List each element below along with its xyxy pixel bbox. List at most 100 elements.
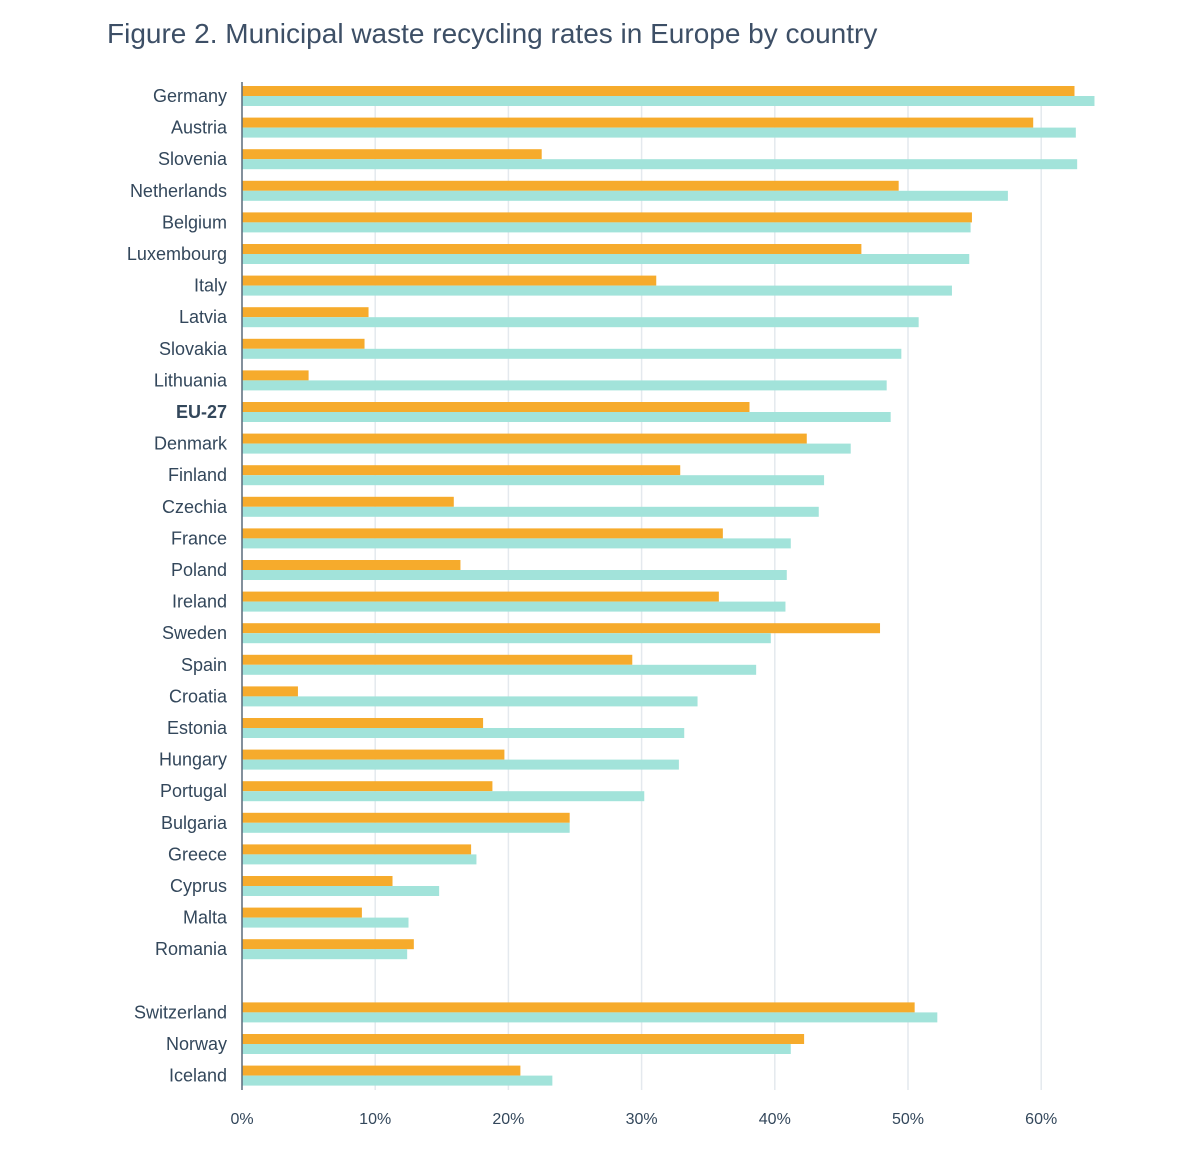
bar-poland-series-1 [242, 560, 461, 570]
category-label-romania: Romania [155, 939, 228, 959]
x-tick-label-4: 40% [759, 1111, 791, 1128]
category-labels: Germany Austria Slovenia Netherlands Belgium… [127, 86, 228, 1086]
bar-cyprus-series-2 [242, 886, 440, 896]
bar-finland-series-2 [242, 475, 825, 486]
x-tick-label-5: 50% [892, 1111, 924, 1128]
category-label-sweden: Sweden [162, 623, 227, 643]
bar-bulgaria-series-2 [242, 822, 570, 833]
bar-romania-series-2 [242, 949, 408, 960]
category-label-iceland: Iceland [169, 1066, 227, 1086]
bar-slovenia-series-2 [242, 159, 1078, 170]
category-label-bulgaria: Bulgaria [161, 813, 228, 833]
bar-ireland-series-2 [242, 601, 786, 612]
bar-estonia-series-1 [242, 718, 484, 728]
bar-eu-27-series-1 [242, 402, 750, 412]
category-label-germany: Germany [153, 86, 227, 106]
category-label-croatia: Croatia [169, 686, 228, 706]
bar-portugal-series-1 [242, 781, 493, 792]
x-tick-label-0: 0% [230, 1111, 253, 1128]
category-label-poland: Poland [171, 560, 227, 580]
bar-italy-series-2 [242, 285, 952, 296]
x-tick-label-6: 60% [1025, 1111, 1057, 1128]
x-tick-label-3: 30% [626, 1111, 658, 1128]
bar-finland-series-1 [242, 465, 681, 476]
category-label-estonia: Estonia [167, 718, 228, 738]
bar-latvia-series-1 [242, 307, 369, 318]
category-label-netherlands: Netherlands [130, 181, 227, 201]
category-label-norway: Norway [166, 1034, 227, 1054]
x-tick-labels: 0% 10% 20% 30% 40% 50% 60% [230, 1111, 1057, 1128]
bar-slovenia-series-1 [242, 149, 542, 160]
bar-spain-series-1 [242, 654, 633, 665]
category-label-slovakia: Slovakia [159, 339, 228, 359]
category-label-hungary: Hungary [159, 750, 227, 770]
category-label-greece: Greece [168, 844, 227, 864]
bar-switzerland-series-1 [242, 1002, 915, 1013]
bar-iceland-series-1 [242, 1065, 521, 1076]
bar-cyprus-series-1 [242, 876, 393, 886]
bar-netherlands-series-1 [242, 180, 899, 191]
bar-hungary-series-2 [242, 759, 679, 770]
bar-sweden-series-2 [242, 633, 771, 644]
category-label-italy: Italy [194, 276, 227, 296]
bar-bulgaria-series-1 [242, 812, 570, 823]
category-label-denmark: Denmark [154, 434, 228, 454]
bar-denmark-series-2 [242, 443, 851, 454]
bar-hungary-series-1 [242, 749, 505, 760]
bar-malta-series-1 [242, 907, 362, 918]
x-tick-label-1: 10% [359, 1111, 391, 1128]
bar-iceland-series-2 [242, 1075, 553, 1086]
bar-greece-series-2 [242, 854, 477, 865]
bar-austria-series-2 [242, 127, 1076, 138]
category-label-cyprus: Cyprus [170, 876, 227, 896]
bar-greece-series-1 [242, 844, 472, 855]
gridlines [374, 86, 1042, 1090]
bar-germany-series-2 [242, 96, 1095, 106]
bars [242, 86, 1095, 1086]
bar-germany-series-1 [242, 86, 1075, 96]
category-label-portugal: Portugal [160, 781, 227, 801]
bar-ireland-series-1 [242, 591, 719, 602]
bar-slovakia-series-1 [242, 338, 365, 349]
bar-norway-series-1 [242, 1034, 805, 1044]
bar-czechia-series-2 [242, 506, 819, 517]
bar-czechia-series-1 [242, 496, 454, 507]
bar-latvia-series-2 [242, 317, 919, 328]
category-label-eu-27: EU-27 [176, 402, 227, 422]
bar-lithuania-series-2 [242, 380, 887, 391]
bar-slovakia-series-2 [242, 348, 902, 359]
bar-netherlands-series-2 [242, 190, 1008, 201]
bar-norway-series-2 [242, 1044, 791, 1054]
category-label-czechia: Czechia [162, 497, 228, 517]
x-tick-label-2: 20% [492, 1111, 524, 1128]
bar-belgium-series-2 [242, 222, 971, 233]
bar-switzerland-series-2 [242, 1012, 938, 1023]
bar-sweden-series-1 [242, 623, 881, 634]
category-label-latvia: Latvia [179, 307, 228, 327]
bar-croatia-series-2 [242, 696, 698, 707]
bar-france-series-1 [242, 528, 723, 539]
category-label-malta: Malta [183, 908, 228, 928]
category-label-lithuania: Lithuania [154, 370, 228, 390]
chart-title: Figure 2. Municipal waste recycling rate… [107, 18, 878, 49]
category-label-slovenia: Slovenia [158, 149, 228, 169]
bar-estonia-series-2 [242, 728, 685, 738]
category-label-luxembourg: Luxembourg [127, 244, 227, 264]
category-label-finland: Finland [168, 465, 227, 485]
category-label-austria: Austria [171, 118, 228, 138]
category-label-ireland: Ireland [172, 592, 227, 612]
bar-luxembourg-series-1 [242, 244, 862, 254]
category-label-spain: Spain [181, 655, 227, 675]
bar-lithuania-series-1 [242, 370, 309, 381]
category-label-france: France [171, 528, 227, 548]
bar-italy-series-1 [242, 275, 657, 286]
bar-croatia-series-1 [242, 686, 298, 697]
category-label-switzerland: Switzerland [134, 1002, 227, 1022]
bar-luxembourg-series-2 [242, 254, 970, 264]
bar-malta-series-2 [242, 917, 409, 928]
category-label-belgium: Belgium [162, 212, 227, 232]
bar-portugal-series-2 [242, 791, 645, 802]
bar-spain-series-2 [242, 664, 757, 675]
bar-austria-series-1 [242, 117, 1034, 128]
